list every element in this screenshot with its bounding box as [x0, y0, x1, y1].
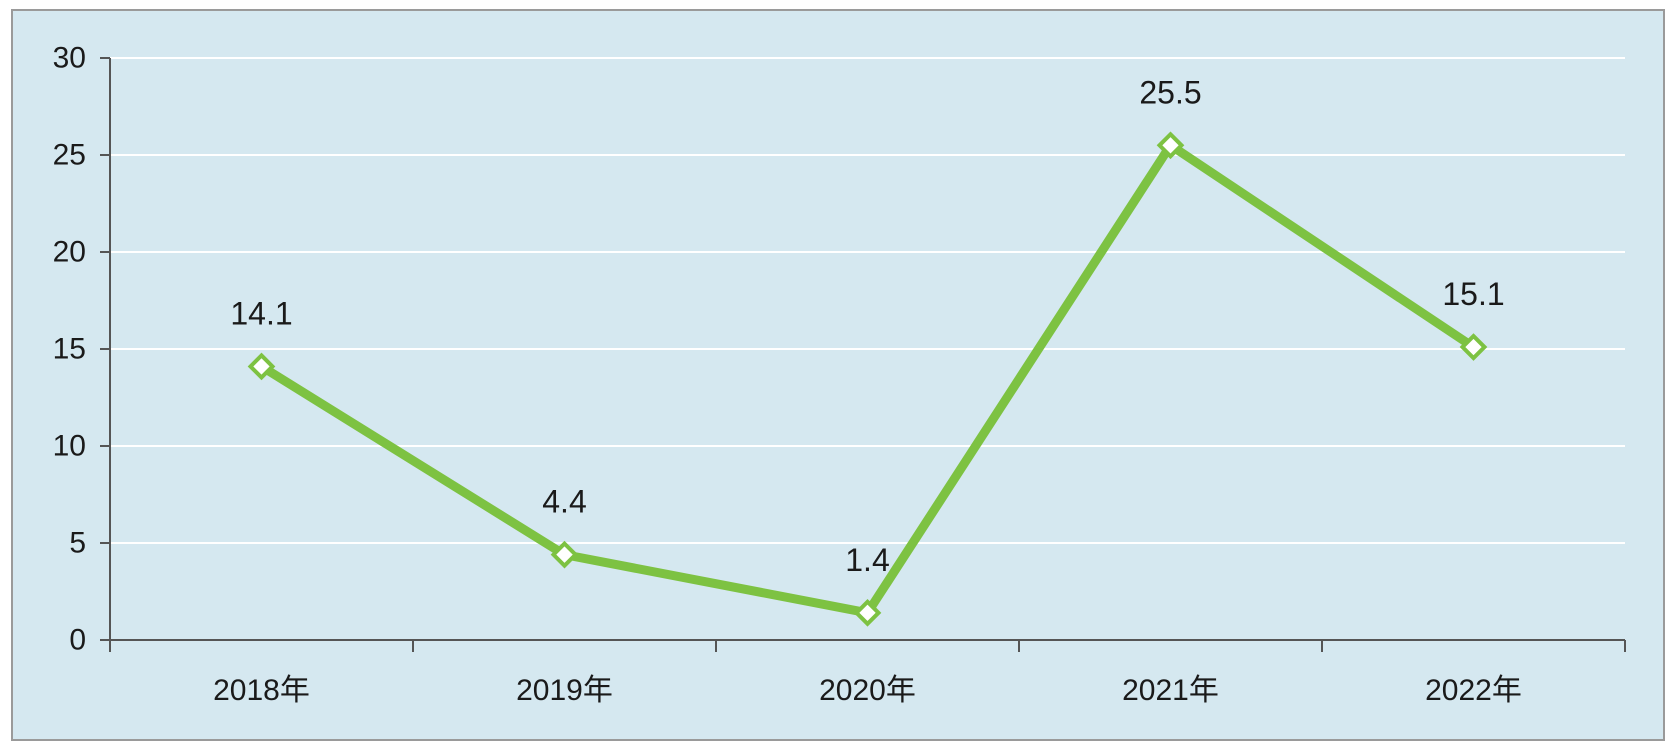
data-point-marker [853, 599, 882, 627]
chart-background [11, 9, 1665, 741]
data-label: 25.5 [1139, 74, 1201, 110]
data-point-marker [1459, 333, 1488, 361]
data-point-marker [1156, 131, 1185, 160]
data-point-marker [247, 352, 276, 381]
series-markers [247, 131, 1488, 627]
data-point-marker [550, 540, 579, 569]
x-tick-label: 2019年 [516, 674, 613, 707]
y-tick-label: 20 [53, 236, 86, 269]
y-tick-label: 0 [69, 624, 86, 657]
data-label: 15.1 [1442, 276, 1504, 312]
x-tick-label: 2022年 [1425, 674, 1522, 707]
data-labels: 14.1 4.4 1.4 25.5 15.1 [230, 74, 1504, 578]
y-tick-label: 25 [53, 139, 86, 172]
y-axis-tick-labels: 0 5 10 15 20 25 30 [53, 42, 110, 657]
x-tick-label: 2021年 [1122, 674, 1219, 707]
y-tick-label: 15 [53, 333, 86, 366]
gridlines [110, 57, 1625, 544]
x-tick-label: 2020年 [819, 674, 916, 707]
y-tick-label: 5 [69, 527, 86, 560]
y-tick-label: 10 [53, 430, 86, 463]
x-axis-tick-labels: 2018年 2019年 2020年 2021年 2022年 [109, 640, 1626, 707]
data-label: 1.4 [845, 542, 889, 578]
data-label: 4.4 [542, 484, 586, 520]
y-tick-label: 30 [53, 42, 86, 75]
x-tick-label: 2018年 [213, 674, 310, 707]
data-label: 14.1 [230, 295, 292, 331]
